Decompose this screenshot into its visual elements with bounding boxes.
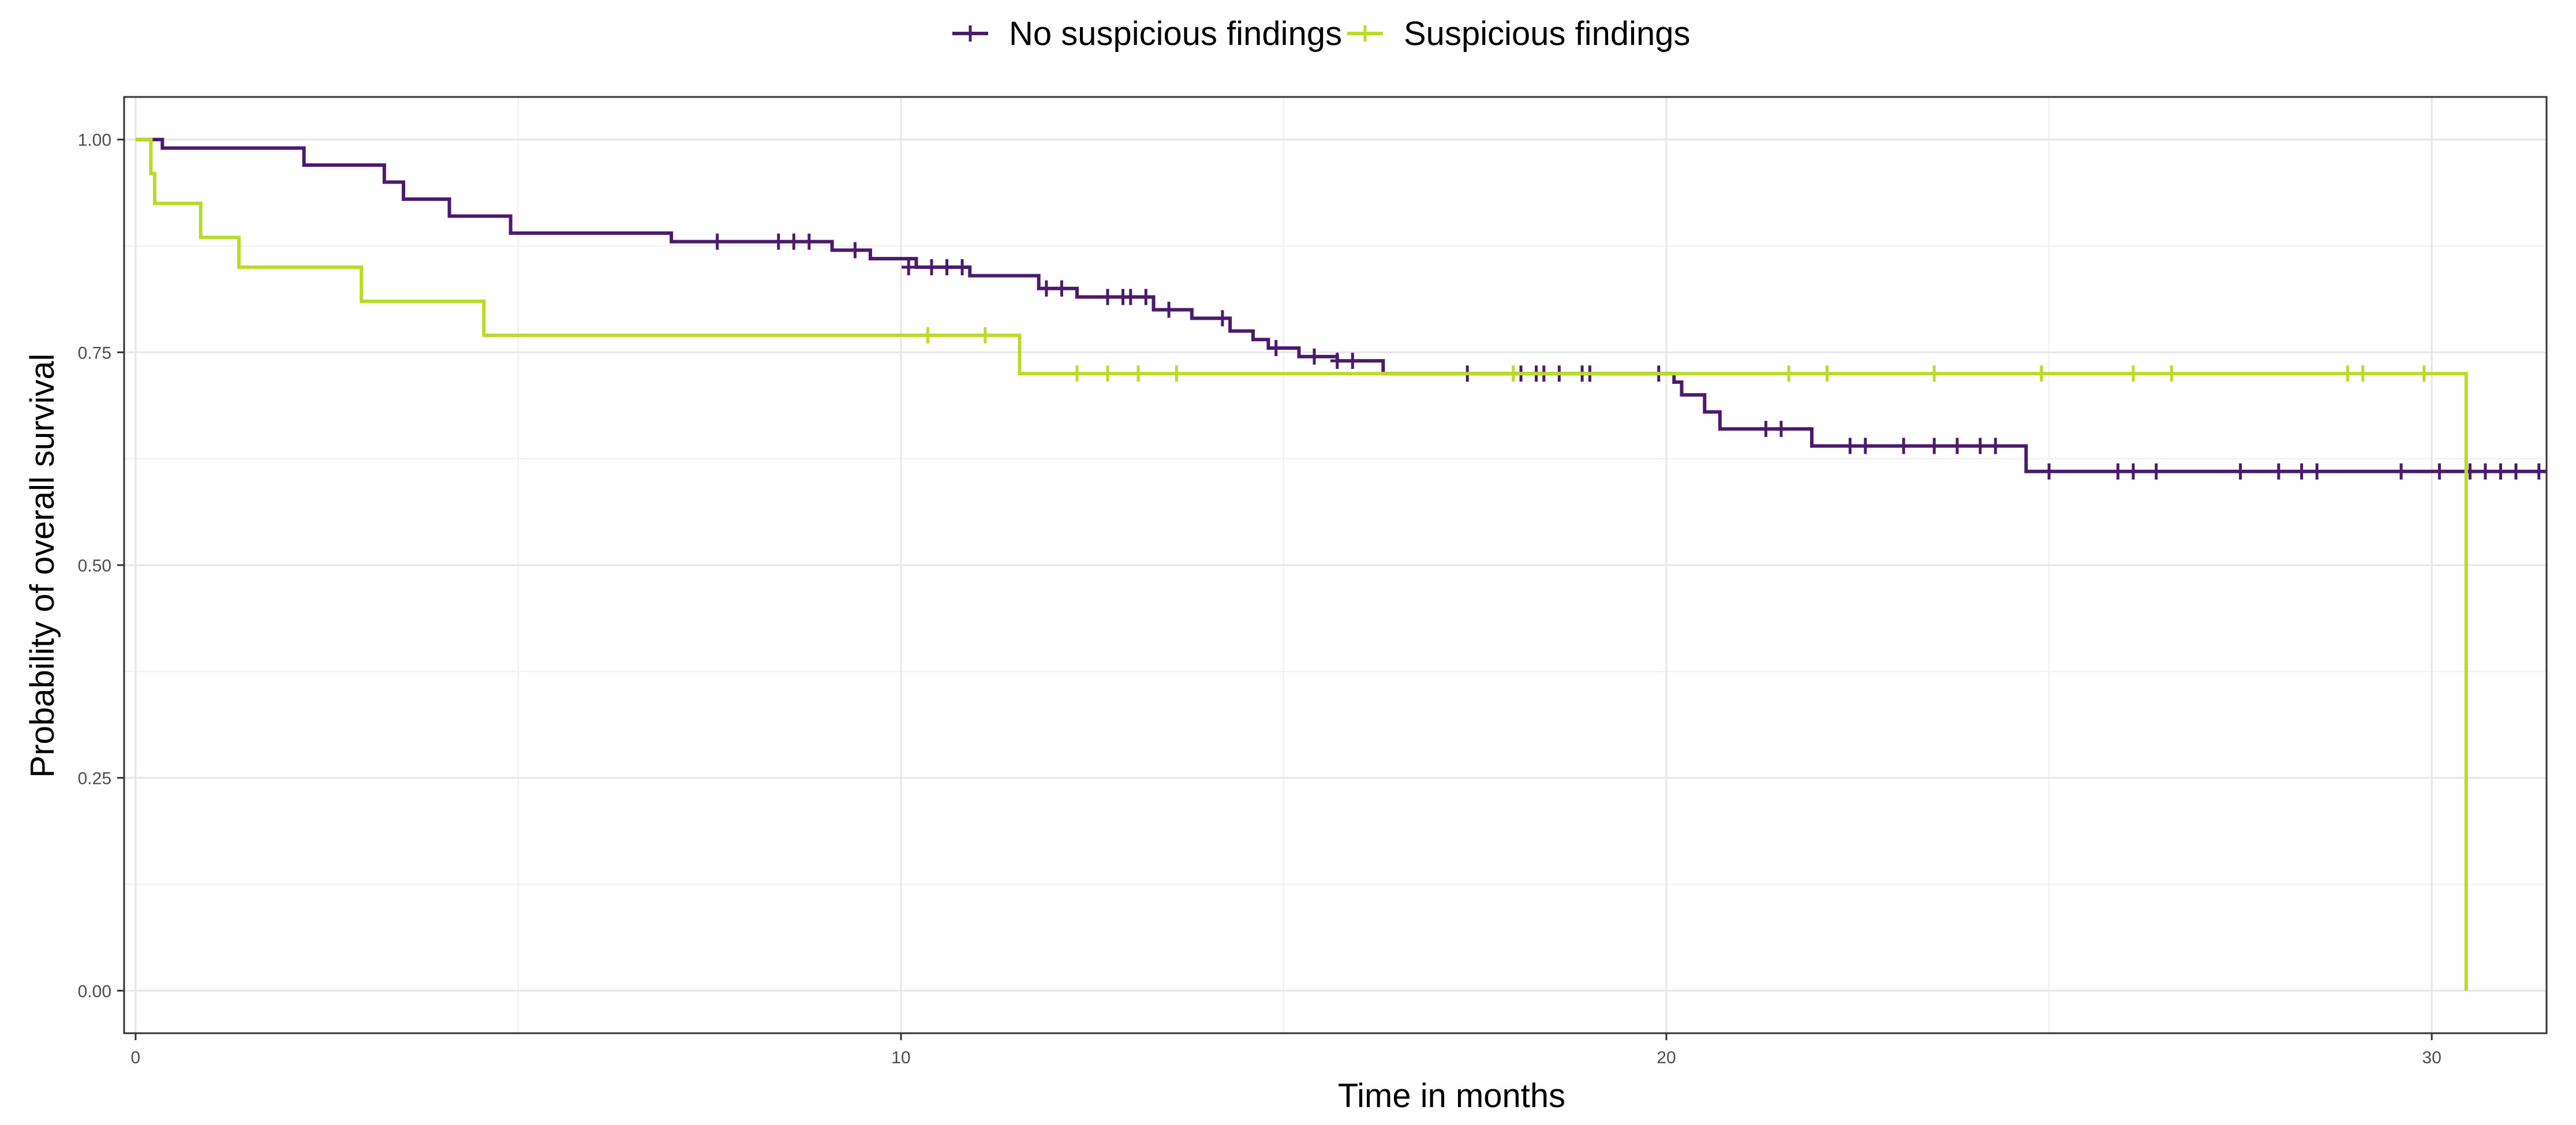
censor-mark	[2126, 463, 2140, 480]
censor-mark	[2478, 463, 2492, 480]
x-axis-title: Time in months	[1338, 1077, 1565, 1115]
censor-mark	[902, 259, 916, 275]
censor-mark	[710, 233, 724, 250]
censor-mark	[1820, 365, 1834, 382]
censor-mark	[787, 233, 801, 250]
series-layer	[135, 137, 2547, 991]
censor-mark	[1215, 310, 1229, 327]
censor-mark	[1169, 365, 1184, 382]
censor-mark	[1858, 438, 1872, 454]
censor-mark	[848, 242, 862, 259]
y-tick-label: 0.75	[78, 343, 111, 362]
x-tick-label: 20	[1657, 1048, 1676, 1067]
censor-mark	[802, 233, 816, 250]
censor-mark	[2034, 365, 2048, 382]
y-tick-label: 0.00	[78, 982, 111, 1001]
censor-mark	[1927, 438, 1942, 454]
censor-mark	[2508, 463, 2523, 480]
censor-mark	[1330, 353, 1344, 369]
legend-label-no-suspicious: No suspicious findings	[1009, 15, 1342, 53]
censor-mark	[2233, 463, 2248, 480]
censor-mark	[2164, 365, 2179, 382]
censor-mark	[2356, 365, 2370, 382]
censor-mark	[2310, 463, 2324, 480]
censor-mark	[1774, 421, 1788, 438]
censor-mark	[1950, 438, 1964, 454]
y-tick-label: 1.00	[78, 131, 111, 150]
x-tick-label: 10	[891, 1048, 910, 1067]
censor-mark	[2149, 463, 2163, 480]
censor-mark	[1162, 301, 1176, 318]
censor-mark	[940, 259, 954, 275]
censor-mark	[771, 233, 786, 250]
censor-mark	[1131, 365, 1146, 382]
y-axis-title: Probability of overall survival	[24, 354, 61, 778]
censor-mark	[2294, 463, 2309, 480]
censor-mark	[1123, 289, 1138, 305]
censor-mark	[1973, 438, 1987, 454]
censor-mark	[2111, 463, 2125, 480]
censor-mark	[955, 259, 970, 275]
censor-mark	[1782, 365, 1796, 382]
series-suspicious	[135, 137, 2468, 991]
y-axis: 0.00 0.25 0.50 0.75 1.00	[78, 131, 124, 1001]
censor-mark	[978, 327, 992, 343]
censor-mark	[2042, 463, 2057, 480]
censor-mark	[1139, 289, 1153, 305]
censor-mark	[1759, 421, 1773, 438]
censor-mark	[1039, 280, 1053, 297]
y-tick-label: 0.25	[78, 769, 111, 788]
legend-label-suspicious: Suspicious findings	[1404, 15, 1691, 53]
x-axis: 0 10 20 30	[131, 1033, 2442, 1067]
censor-mark	[921, 327, 935, 343]
censor-mark	[1927, 365, 1942, 382]
x-tick-label: 30	[2422, 1048, 2441, 1067]
censor-mark	[2432, 463, 2447, 480]
censor-mark	[1070, 365, 1084, 382]
survival-curve-no-suspicious	[135, 137, 2547, 473]
censor-mark	[1345, 353, 1360, 369]
censor-mark	[1307, 348, 1322, 365]
censor-mark	[2532, 463, 2546, 480]
censor-mark	[1055, 280, 1069, 297]
censor-mark	[2394, 463, 2409, 480]
legend-item-suspicious[interactable]: Suspicious findings	[1347, 15, 1691, 53]
censor-mark	[1100, 289, 1115, 305]
censor-mark	[1897, 438, 1911, 454]
censor-mark	[2417, 365, 2431, 382]
censor-mark	[1269, 339, 1283, 356]
censor-mark	[1988, 438, 2003, 454]
censor-mark	[1843, 438, 1857, 454]
legend-item-no-suspicious[interactable]: No suspicious findings	[952, 15, 1342, 53]
censor-mark	[2271, 463, 2286, 480]
y-tick-label: 0.50	[78, 556, 111, 575]
censor-mark	[1100, 365, 1115, 382]
censor-mark	[2126, 365, 2140, 382]
censor-mark	[925, 259, 939, 275]
survival-curve-suspicious	[135, 137, 2468, 991]
x-tick-label: 0	[131, 1048, 141, 1067]
censor-mark	[1506, 365, 1520, 382]
censor-mark	[2341, 365, 2355, 382]
censor-mark	[2493, 463, 2508, 480]
grid-major	[124, 97, 2547, 1033]
legend: No suspicious findings Suspicious findin…	[952, 15, 1691, 53]
